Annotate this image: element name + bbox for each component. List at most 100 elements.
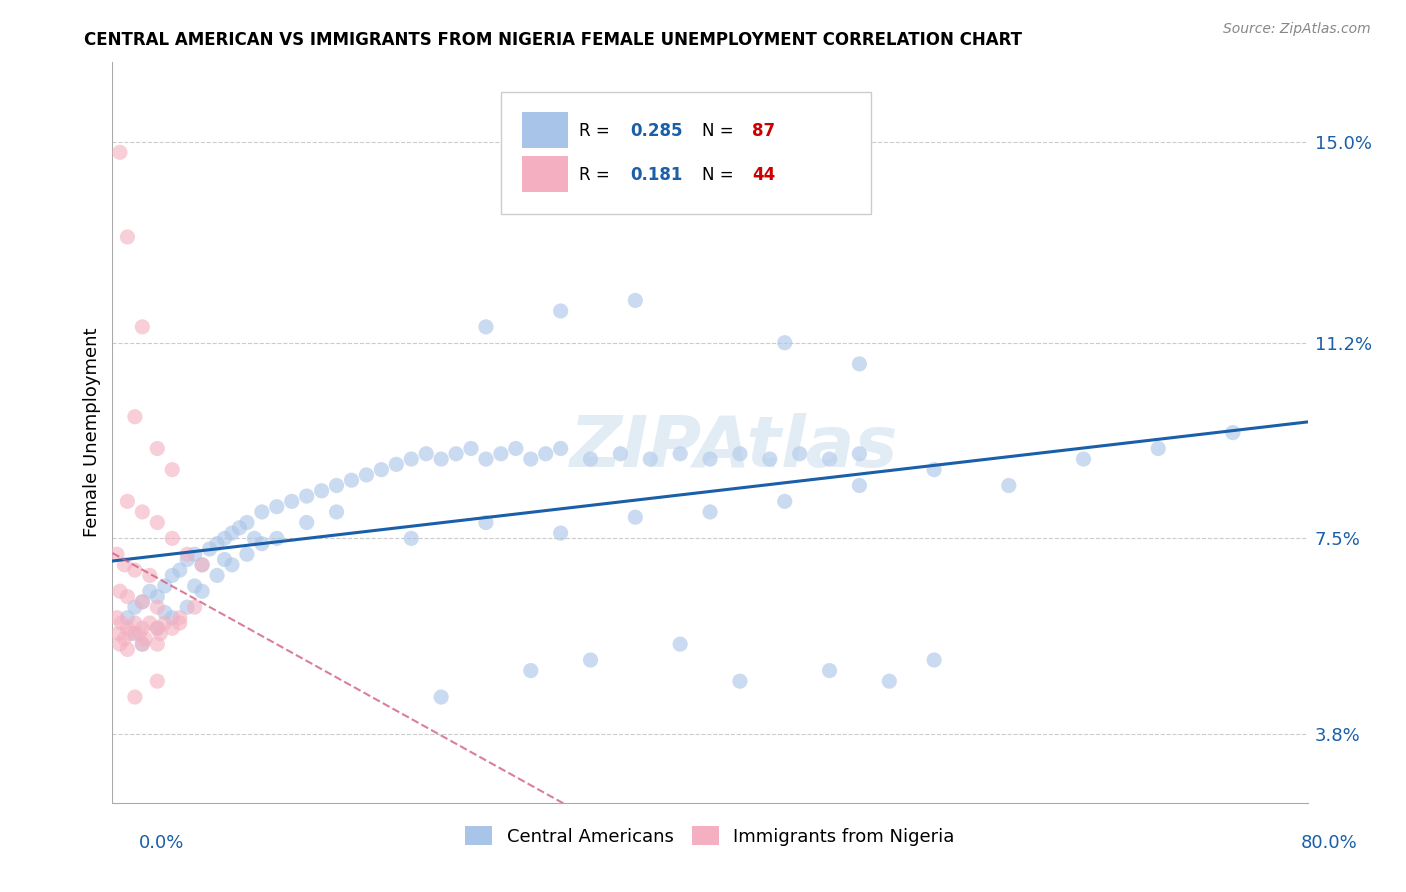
Point: [401, 452, 423, 467]
Point: [520, 664, 543, 678]
Text: 0.0%: 0.0%: [139, 834, 184, 852]
Point: [214, 532, 236, 546]
Point: [146, 516, 169, 530]
Point: [134, 632, 156, 646]
Point: [153, 615, 176, 630]
Point: [131, 621, 153, 635]
Point: [124, 626, 146, 640]
Point: [205, 536, 228, 550]
Point: [340, 473, 363, 487]
Point: [550, 442, 572, 456]
Point: [728, 447, 751, 461]
Point: [879, 674, 901, 689]
Point: [550, 304, 572, 318]
Point: [117, 621, 139, 635]
Point: [1073, 452, 1095, 467]
Point: [214, 552, 236, 566]
Point: [401, 532, 423, 546]
Point: [183, 600, 205, 615]
Point: [183, 547, 205, 561]
Point: [848, 447, 870, 461]
Point: [117, 642, 139, 657]
Point: [609, 447, 631, 461]
Point: [162, 532, 183, 546]
Point: [198, 541, 221, 556]
Point: [818, 664, 841, 678]
Point: [108, 637, 131, 651]
Point: [114, 558, 135, 572]
Point: [120, 626, 142, 640]
Point: [325, 505, 347, 519]
Point: [124, 563, 146, 577]
Point: [131, 505, 153, 519]
Point: [131, 595, 153, 609]
Point: [105, 610, 128, 624]
Point: [191, 558, 214, 572]
Point: [105, 547, 128, 561]
Point: [176, 552, 198, 566]
FancyBboxPatch shape: [501, 92, 872, 214]
Point: [176, 600, 198, 615]
Point: [773, 494, 796, 508]
Point: [162, 621, 183, 635]
Point: [162, 568, 183, 582]
Point: [325, 478, 347, 492]
Point: [176, 547, 198, 561]
Point: [579, 452, 602, 467]
Point: [124, 409, 146, 424]
Point: [295, 516, 318, 530]
Point: [131, 319, 153, 334]
Text: 0.285: 0.285: [630, 121, 682, 139]
Point: [475, 516, 498, 530]
Point: [124, 600, 146, 615]
Point: [640, 452, 662, 467]
Text: N =: N =: [702, 121, 738, 139]
Point: [131, 637, 153, 651]
Point: [922, 653, 945, 667]
Point: [146, 590, 169, 604]
Point: [131, 595, 153, 609]
Text: 0.181: 0.181: [630, 166, 682, 184]
Point: [228, 521, 250, 535]
Point: [110, 615, 132, 630]
Point: [534, 447, 557, 461]
Point: [221, 558, 243, 572]
Point: [139, 584, 162, 599]
Point: [114, 632, 135, 646]
Text: N =: N =: [702, 166, 738, 184]
Point: [191, 558, 214, 572]
Point: [183, 579, 205, 593]
Point: [818, 452, 841, 467]
Point: [430, 452, 453, 467]
Point: [243, 532, 266, 546]
Point: [550, 526, 572, 541]
Point: [489, 447, 512, 461]
Point: [236, 516, 259, 530]
Point: [108, 145, 131, 160]
Point: [169, 610, 191, 624]
Point: [117, 230, 139, 244]
Point: [475, 452, 498, 467]
Point: [266, 500, 288, 514]
Text: R =: R =: [579, 166, 614, 184]
Point: [146, 621, 169, 635]
Point: [117, 494, 139, 508]
Point: [169, 615, 191, 630]
Point: [311, 483, 333, 498]
Point: [848, 357, 870, 371]
Bar: [523, 156, 568, 192]
Point: [107, 626, 129, 640]
Point: [108, 584, 131, 599]
Point: [579, 653, 602, 667]
Text: 80.0%: 80.0%: [1301, 834, 1357, 852]
Point: [475, 319, 498, 334]
Point: [624, 293, 647, 308]
Text: Source: ZipAtlas.com: Source: ZipAtlas.com: [1223, 22, 1371, 37]
Point: [146, 442, 169, 456]
Point: [370, 462, 392, 476]
Point: [236, 547, 259, 561]
Point: [146, 621, 169, 635]
Point: [146, 637, 169, 651]
Point: [162, 610, 183, 624]
Point: [162, 462, 183, 476]
